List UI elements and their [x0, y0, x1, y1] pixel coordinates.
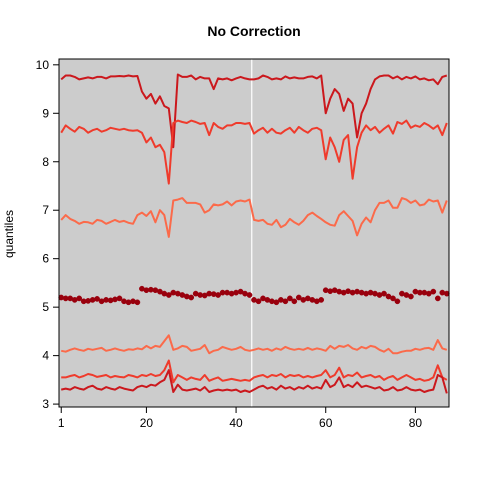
chart-title: No Correction	[207, 23, 300, 39]
x-tick-label: 60	[319, 416, 333, 430]
y-tick-label: 6	[42, 252, 49, 266]
y-tick-label: 3	[42, 397, 49, 411]
series-4-point	[77, 296, 82, 301]
series-4-point	[431, 289, 436, 294]
series-4-point	[408, 294, 413, 299]
series-4-point	[292, 299, 297, 304]
series-4-point	[117, 296, 122, 301]
plot-background	[59, 59, 449, 407]
x-tick-label: 40	[229, 416, 243, 430]
series-4-point	[319, 297, 324, 302]
series-4-point	[135, 300, 140, 305]
y-tick-label: 8	[42, 155, 49, 169]
y-tick-label: 10	[36, 58, 50, 72]
series-4-point	[283, 299, 288, 304]
y-axis-label: quantiles	[2, 210, 16, 258]
x-axis: 1 20 40 60 80	[58, 407, 422, 430]
series-4-point	[256, 299, 261, 304]
y-tick-label: 5	[42, 300, 49, 314]
y-tick-label: 9	[42, 106, 49, 120]
y-axis: 3 4 5 6 7 8 9 10	[36, 58, 59, 411]
x-tick-label: 80	[409, 416, 423, 430]
x-tick-label: 1	[58, 416, 65, 430]
series-4-point	[189, 295, 194, 300]
y-tick-label: 4	[42, 349, 49, 363]
x-tick-label: 20	[140, 416, 154, 430]
series-4-point	[395, 299, 400, 304]
series-4-point	[247, 292, 252, 297]
series-4-point	[381, 291, 386, 296]
series-4-point	[435, 296, 440, 301]
y-tick-label: 7	[42, 203, 49, 217]
